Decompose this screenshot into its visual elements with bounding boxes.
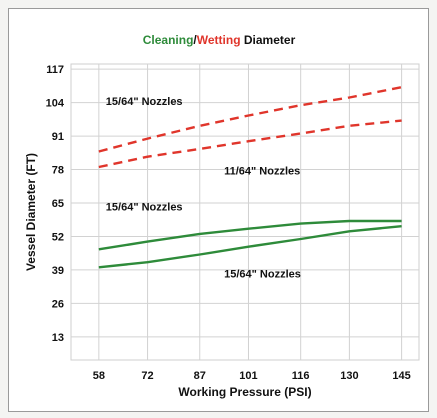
title-part-1: /: [193, 33, 197, 47]
line-chart: Cleaning/Wetting Diameter 58 72 87 101 116 13…: [24, 33, 420, 399]
nozzle-annotation-3: 15/64" Nozzles: [106, 202, 183, 214]
x-tick-label: 130: [340, 370, 358, 382]
x-tick-label: 101: [239, 370, 257, 382]
chart-frame: Cleaning/Wetting Diameter 58 72 87 101 116 13…: [8, 8, 429, 412]
series-line-2: [98, 119, 402, 169]
series-line-3: [98, 219, 402, 251]
series-line-4: [98, 225, 402, 269]
x-tick-label: 72: [141, 370, 153, 382]
plot-area: [70, 63, 420, 361]
chart-title: Cleaning/Wetting Diameter: [143, 33, 296, 47]
series: [98, 86, 402, 269]
x-tick-label: 116: [292, 370, 310, 382]
nozzle-annotation-2: 11/64" Nozzles: [224, 166, 300, 178]
annotations: 15/64" Nozzles 11/64" Nozzles 15/64" Nozzl…: [106, 96, 301, 280]
title-part-2: Wetting: [197, 33, 241, 47]
y-tick-label: 26: [52, 298, 64, 310]
y-tick-label: 104: [46, 98, 65, 110]
grid: [71, 64, 419, 360]
y-tick-label: 65: [52, 198, 64, 210]
x-tick-label: 145: [392, 370, 410, 382]
nozzle-annotation-4: 15/64" Nozzles: [224, 269, 301, 281]
series-line-1: [98, 86, 402, 153]
y-tick-label: 91: [52, 131, 64, 143]
y-tick-label: 78: [52, 165, 64, 177]
x-tick-label: 58: [93, 370, 105, 382]
y-axis-label: Vessel Diameter (FT): [24, 153, 38, 271]
x-tick-label: 87: [194, 370, 206, 382]
nozzle-annotation-1: 15/64" Nozzles: [106, 96, 183, 108]
title-part-3: Diameter: [241, 33, 296, 47]
title-part-0: Cleaning: [143, 33, 194, 47]
x-axis-label: Working Pressure (PSI): [178, 385, 311, 399]
y-tick-label: 13: [52, 332, 64, 344]
y-tick-label: 39: [52, 265, 64, 277]
tick-labels: 58 72 87 101 116 130 145 13 26 39 52 65 78 91 104 117: [46, 64, 411, 382]
y-tick-label: 52: [52, 231, 64, 243]
y-tick-label: 117: [46, 64, 64, 76]
